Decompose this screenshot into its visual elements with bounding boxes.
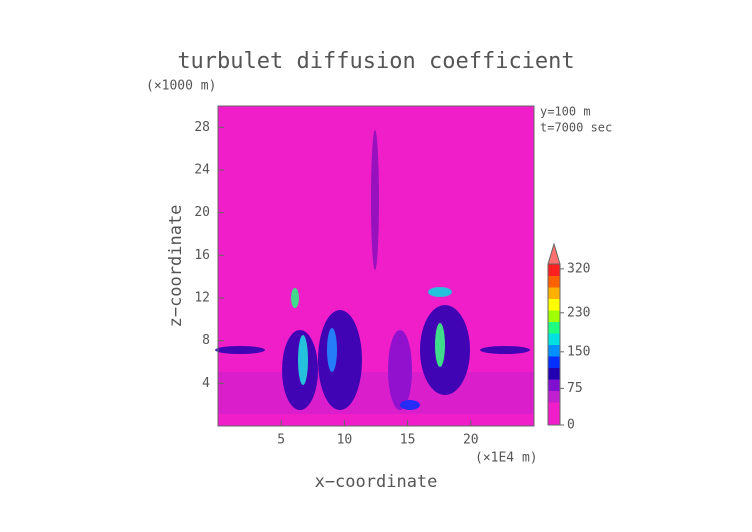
y-tick-label: 28 — [194, 120, 210, 135]
field-blob — [480, 346, 530, 354]
x-tick-label: 10 — [337, 433, 353, 448]
colorbar-band — [548, 413, 560, 426]
field-blob — [420, 305, 470, 395]
colorbar-frame — [547, 263, 561, 426]
colorbar-tick-label: 320 — [567, 261, 590, 276]
colorbar-band — [548, 321, 560, 334]
field-blob — [388, 330, 412, 410]
x-tick-label: 15 — [400, 433, 416, 448]
field-blob — [400, 400, 420, 410]
field-band — [218, 372, 534, 414]
colorbar-band — [548, 390, 560, 403]
y-unit: (×1000 m) — [146, 79, 216, 94]
colorbar-tick-label: 230 — [567, 305, 590, 320]
colorbar-tick-label: 150 — [567, 344, 590, 359]
y-tick-label: 24 — [194, 163, 210, 178]
x-tick-label: 20 — [463, 433, 479, 448]
y-tick-label: 12 — [194, 291, 210, 306]
annotation: t=7000 sec — [540, 121, 612, 135]
x-axis-title: x−coordinate — [315, 472, 438, 492]
colorbar-tick-label: 0 — [567, 418, 575, 433]
field-blob — [318, 310, 362, 410]
field-blob — [291, 288, 299, 308]
colorbar-band — [548, 402, 560, 414]
field-blob — [327, 328, 337, 372]
colorbar-band — [548, 310, 560, 322]
x-unit: (×1E4 m) — [475, 451, 538, 466]
colorbar-band — [548, 379, 560, 391]
annotation: y=100 m — [540, 105, 591, 119]
colorbar-band — [548, 333, 560, 345]
field-blob — [371, 130, 379, 270]
field-structure — [215, 130, 534, 414]
y-tick-label: 16 — [194, 248, 210, 263]
y-axis-title: z−coordinate — [166, 205, 186, 328]
field-blob — [428, 287, 452, 297]
field-background — [218, 106, 534, 426]
y-tick-label: 8 — [202, 333, 210, 348]
field — [218, 106, 534, 426]
colorbar-band — [548, 264, 560, 276]
colorbar-band — [548, 287, 560, 299]
colorbar-extend — [547, 242, 561, 265]
y-tick-label: 4 — [202, 376, 210, 391]
y-tick-label: 20 — [194, 205, 210, 220]
colorbar-band — [548, 356, 560, 368]
colorbar-band — [548, 275, 560, 288]
x-tick-label: 5 — [277, 433, 285, 448]
plot-frame — [217, 105, 535, 427]
field-blob — [298, 335, 308, 385]
colorbar-band — [548, 298, 560, 311]
colorbar-band — [548, 367, 560, 380]
field-blob — [215, 346, 265, 354]
colorbar-tick-label: 75 — [567, 381, 583, 396]
field-blob — [435, 323, 445, 367]
colorbar-band — [548, 344, 560, 357]
chart-title: turbulet diffusion coefficient — [177, 49, 574, 74]
